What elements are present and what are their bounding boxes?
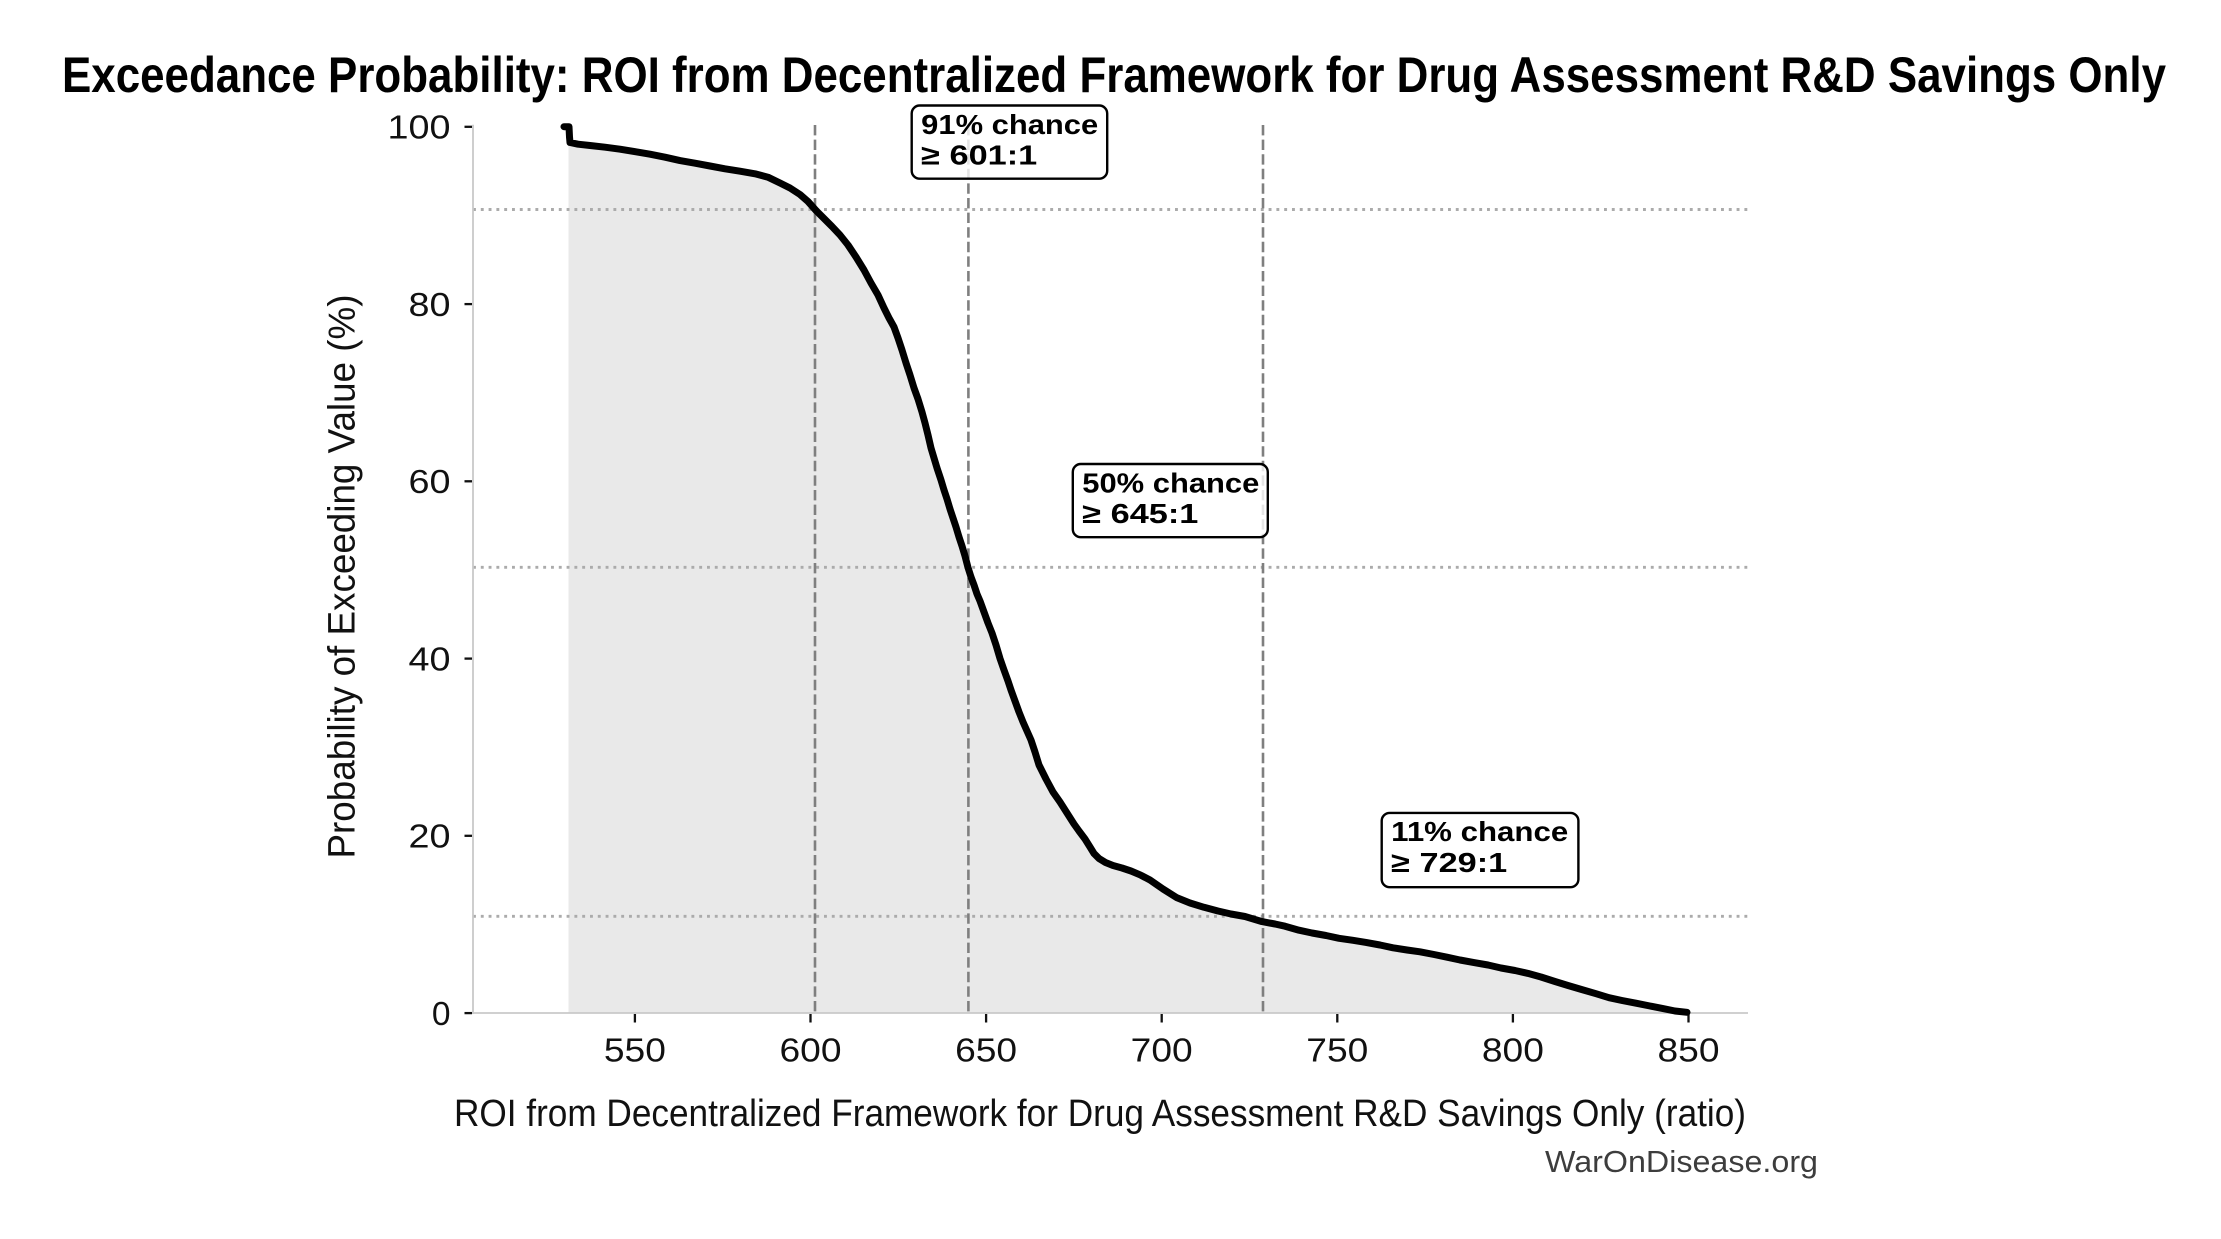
svg-text:40: 40 (409, 641, 451, 678)
svg-text:≥ 729:1: ≥ 729:1 (1391, 847, 1507, 878)
svg-text:550: 550 (604, 1033, 666, 1070)
svg-text:800: 800 (1482, 1033, 1544, 1070)
svg-text:80: 80 (409, 287, 451, 324)
svg-text:0: 0 (432, 996, 451, 1033)
svg-text:≥ 601:1: ≥ 601:1 (921, 139, 1037, 170)
svg-text:11% chance: 11% chance (1391, 816, 1568, 847)
svg-text:700: 700 (1131, 1033, 1193, 1070)
svg-text:50% chance: 50% chance (1082, 467, 1259, 498)
svg-text:750: 750 (1306, 1033, 1368, 1070)
svg-text:Probability of Exceeding Value: Probability of Exceeding Value (%) (322, 295, 364, 859)
svg-text:650: 650 (955, 1033, 1017, 1070)
svg-text:Exceedance Probability: ROI fr: Exceedance Probability: ROI from Decentr… (62, 47, 2166, 103)
svg-text:≥ 645:1: ≥ 645:1 (1082, 498, 1198, 529)
svg-text:ROI from Decentralized Framewo: ROI from Decentralized Framework for Dru… (454, 1093, 1746, 1135)
svg-text:100: 100 (388, 110, 451, 147)
svg-text:WarOnDisease.org: WarOnDisease.org (1545, 1144, 1818, 1179)
svg-text:850: 850 (1658, 1033, 1720, 1070)
svg-text:60: 60 (409, 464, 451, 501)
svg-text:20: 20 (409, 819, 451, 856)
svg-text:600: 600 (780, 1033, 842, 1070)
svg-text:91% chance: 91% chance (921, 109, 1098, 140)
